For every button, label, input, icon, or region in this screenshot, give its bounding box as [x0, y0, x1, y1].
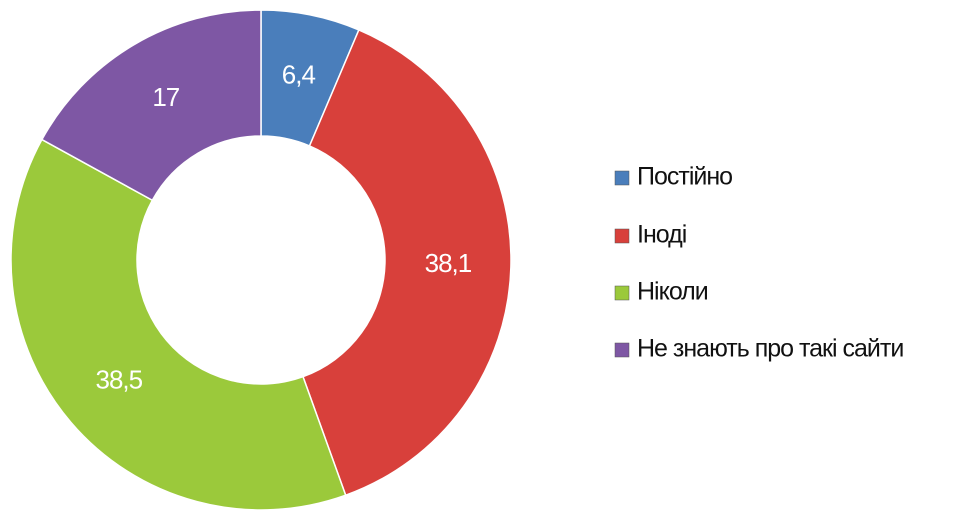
data-label: 17	[152, 82, 179, 112]
legend-swatch	[614, 228, 630, 244]
donut-slice	[40, 9, 262, 202]
legend-label: Не знають про такі сайти	[637, 335, 903, 363]
legend-swatch	[614, 170, 630, 186]
legend-label: Постійно	[637, 163, 732, 191]
legend-label: Ніколи	[637, 278, 708, 306]
legend-swatch	[614, 285, 630, 301]
donut-slice	[10, 138, 347, 511]
donut-slice	[302, 28, 512, 497]
data-label: 38,1	[425, 248, 472, 278]
legend-label: Іноді	[637, 221, 686, 249]
data-label: 38,5	[95, 364, 142, 394]
data-label: 6,4	[282, 60, 316, 90]
legend-swatch	[614, 342, 630, 358]
